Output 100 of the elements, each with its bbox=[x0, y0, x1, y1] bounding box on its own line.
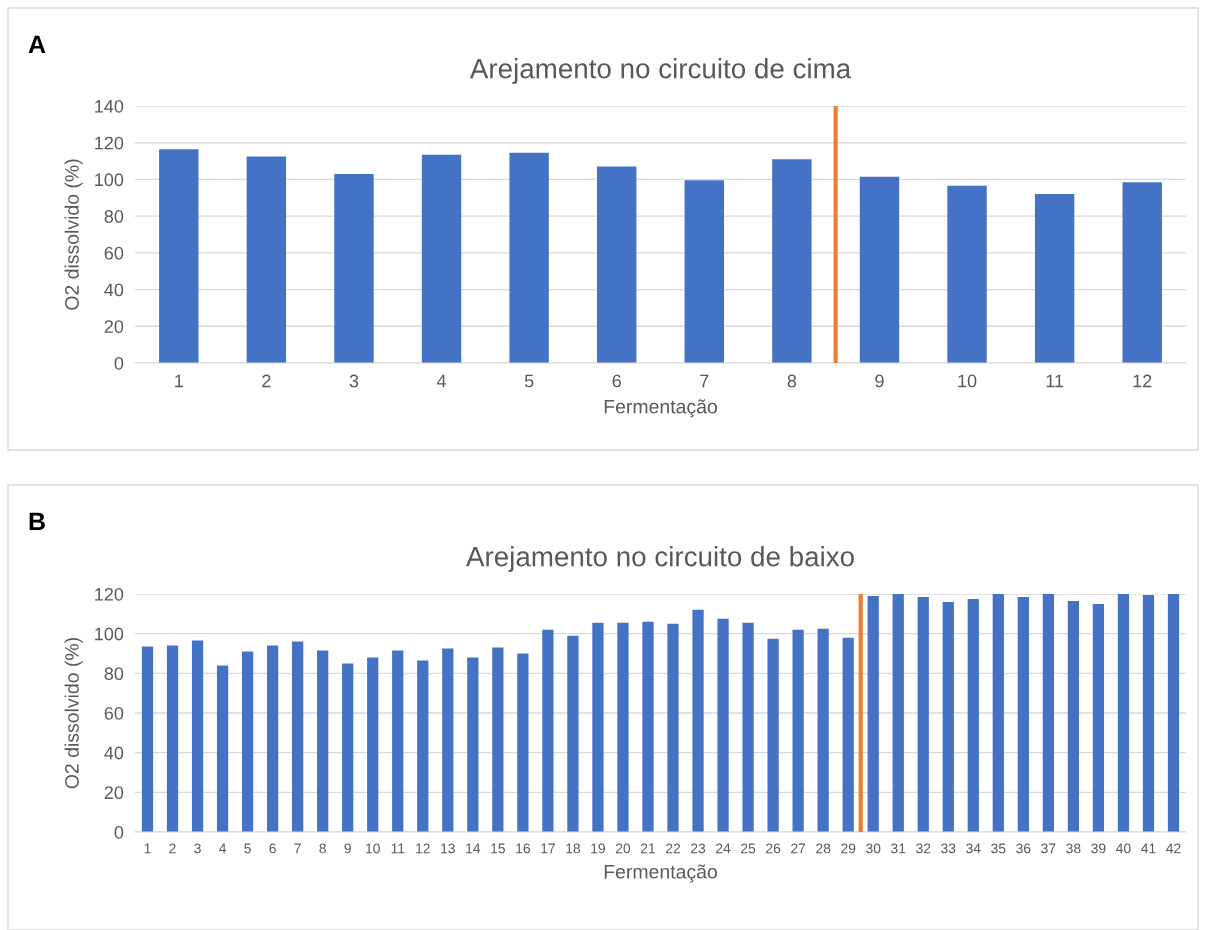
bar bbox=[684, 180, 724, 363]
bar bbox=[1092, 603, 1105, 832]
y-tick-label: 0 bbox=[114, 356, 124, 370]
bar bbox=[1017, 596, 1029, 832]
x-tick-label: 3 bbox=[349, 374, 359, 388]
y-tick-label: 80 bbox=[104, 667, 124, 681]
x-tick-label: 33 bbox=[941, 843, 956, 854]
bar bbox=[342, 663, 354, 832]
y-tick-label: 100 bbox=[95, 173, 124, 187]
bar bbox=[292, 641, 304, 832]
bar bbox=[1067, 600, 1080, 832]
x-tick-label: 14 bbox=[466, 843, 481, 854]
x-tick-label: 1 bbox=[175, 374, 183, 388]
bar bbox=[267, 645, 279, 832]
x-tick-label: 8 bbox=[319, 843, 326, 854]
bar bbox=[1117, 594, 1130, 832]
bar bbox=[159, 149, 199, 363]
bar bbox=[492, 647, 504, 832]
bar bbox=[717, 618, 729, 832]
y-tick-label: 140 bbox=[95, 99, 124, 113]
x-tick-label: 38 bbox=[1066, 843, 1081, 854]
x-tick-label: 6 bbox=[269, 843, 276, 854]
y-tick-label: 40 bbox=[104, 746, 124, 760]
x-tick-label: 26 bbox=[766, 843, 781, 854]
bar bbox=[817, 628, 829, 832]
bar bbox=[317, 650, 329, 832]
bar bbox=[947, 185, 987, 363]
x-tick-label: 15 bbox=[491, 843, 505, 854]
x-tick-label: 36 bbox=[1016, 843, 1031, 854]
bar bbox=[617, 622, 629, 832]
bar bbox=[1142, 594, 1155, 832]
x-tick-label: 39 bbox=[1091, 843, 1106, 854]
x-tick-label: 25 bbox=[741, 843, 756, 854]
y-tick-label: 80 bbox=[104, 210, 124, 223]
x-tick-label: 10 bbox=[958, 374, 977, 388]
x-tick-label: 9 bbox=[875, 374, 884, 388]
x-tick-label: 2 bbox=[169, 843, 176, 854]
y-tick-label: 60 bbox=[104, 706, 124, 720]
bar bbox=[392, 650, 404, 832]
x-tick-label: 30 bbox=[866, 843, 881, 854]
text: A bbox=[28, 35, 46, 53]
bar bbox=[367, 657, 379, 832]
y-tick-label: 120 bbox=[95, 136, 124, 150]
bar bbox=[692, 609, 704, 832]
x-tick-label: 10 bbox=[366, 843, 380, 854]
y-tick-label: 120 bbox=[95, 587, 124, 601]
x-tick-label: 8 bbox=[787, 374, 797, 388]
x-tick-label: 11 bbox=[1046, 374, 1064, 388]
y-tick-label: 20 bbox=[104, 786, 124, 800]
x-tick-label: 20 bbox=[615, 843, 631, 854]
bar bbox=[842, 637, 854, 832]
bar bbox=[517, 653, 529, 832]
x-tick-label: 11 bbox=[391, 843, 405, 854]
y-axis-title: O2 dissolvido (%) bbox=[64, 638, 83, 789]
x-tick-label: 41 bbox=[1141, 843, 1156, 854]
bar bbox=[442, 648, 454, 832]
x-tick-label: 28 bbox=[816, 843, 831, 854]
x-tick-label: 18 bbox=[566, 843, 581, 854]
y-tick-label: 20 bbox=[104, 320, 124, 334]
x-axis-title: Fermentação bbox=[604, 399, 717, 418]
x-tick-label: 42 bbox=[1166, 843, 1181, 854]
bar bbox=[942, 601, 954, 832]
bar bbox=[1122, 182, 1162, 363]
x-tick-label: 34 bbox=[966, 843, 981, 854]
x-tick-label: 4 bbox=[219, 843, 227, 854]
bar bbox=[467, 657, 479, 832]
bar bbox=[417, 660, 429, 832]
bar bbox=[509, 152, 549, 363]
bar bbox=[334, 173, 374, 363]
bar bbox=[166, 645, 179, 832]
bar bbox=[141, 646, 154, 832]
bar bbox=[567, 635, 579, 832]
x-tick-label: 5 bbox=[524, 374, 534, 388]
x-tick-label: 12 bbox=[1133, 374, 1152, 388]
bar bbox=[216, 665, 229, 832]
chart-title: Arejamento no circuito de baixo bbox=[466, 546, 854, 572]
bar bbox=[1034, 194, 1075, 363]
x-tick-label: 19 bbox=[591, 843, 606, 854]
y-tick-label: 40 bbox=[104, 283, 124, 297]
bar bbox=[592, 622, 604, 832]
x-tick-label: 37 bbox=[1041, 843, 1056, 854]
y-tick-label: 60 bbox=[104, 246, 124, 260]
bar bbox=[967, 598, 979, 832]
bar bbox=[792, 629, 804, 832]
x-tick-label: 9 bbox=[344, 843, 351, 854]
x-tick-label: 7 bbox=[294, 843, 301, 854]
x-tick-label: 3 bbox=[194, 843, 201, 854]
bar bbox=[1042, 594, 1054, 832]
bar bbox=[917, 596, 929, 832]
x-tick-label: 12 bbox=[416, 843, 430, 854]
x-tick-label: 4 bbox=[436, 374, 447, 388]
text: B bbox=[29, 512, 45, 530]
x-tick-label: 1 bbox=[144, 843, 151, 854]
bar bbox=[992, 594, 1004, 832]
x-tick-label: 24 bbox=[716, 843, 731, 854]
bar bbox=[542, 629, 554, 832]
bar bbox=[742, 622, 754, 832]
bar bbox=[642, 621, 654, 832]
bar bbox=[1167, 594, 1180, 832]
bar bbox=[246, 156, 287, 363]
